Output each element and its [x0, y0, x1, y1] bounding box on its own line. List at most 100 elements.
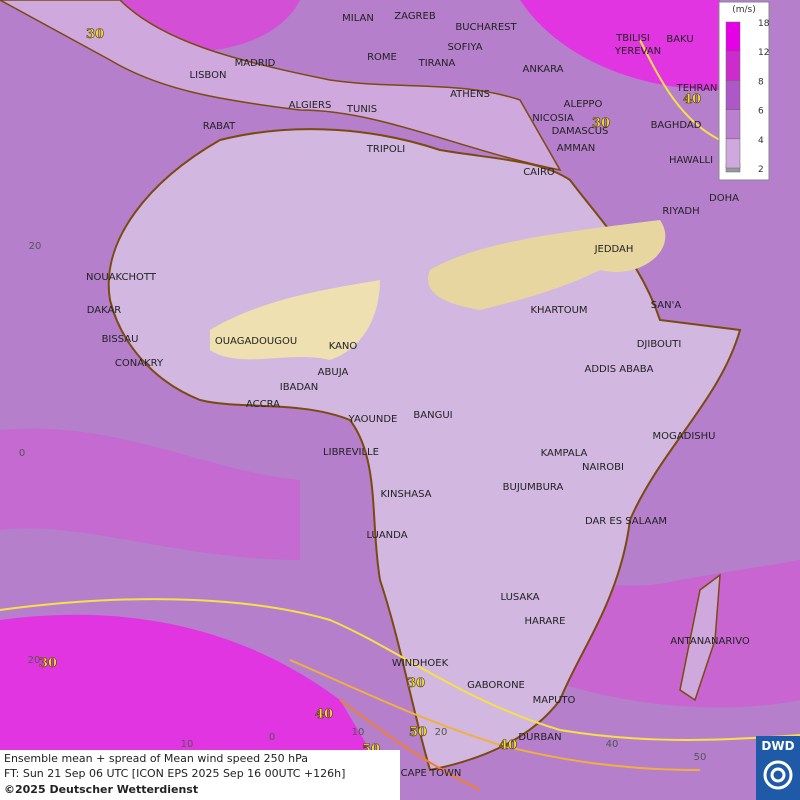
- city-label: ACCRA: [246, 399, 280, 410]
- city-label: KINSHASA: [380, 489, 431, 500]
- contour-label: 30: [407, 676, 425, 691]
- contour-line: [339, 699, 481, 791]
- legend-swatch: [725, 138, 741, 169]
- city-label: SAN'A: [651, 300, 682, 311]
- labels: MILAN ZAGREB BUCHAREST TBILISI BAKU SOFIYA ROM…: [19, 11, 750, 779]
- legend-unit: (m/s): [732, 5, 756, 15]
- city-label: WINDHOEK: [392, 658, 449, 669]
- city-label: DAR ES SALAAM: [585, 516, 667, 527]
- city-label: LIBREVILLE: [323, 447, 379, 458]
- city-label: DJIBOUTI: [637, 339, 682, 350]
- grid-label: 20: [29, 241, 42, 252]
- legend-swatch: [725, 21, 741, 52]
- city-label: CAPE TOWN: [401, 768, 462, 779]
- city-label: IBADAN: [280, 382, 319, 393]
- footer-text: FT: Sun 21 Sep 06 UTC [ICON EPS 2025 Sep…: [4, 767, 345, 780]
- city-label: LUANDA: [366, 530, 407, 541]
- city-label: BANGUI: [413, 410, 452, 421]
- city-label: NICOSIA: [532, 113, 574, 124]
- city-label: LUSAKA: [501, 592, 540, 603]
- city-label: TIRANA: [418, 58, 456, 69]
- city-label: ZAGREB: [394, 11, 436, 22]
- city-label: NAIROBI: [582, 462, 624, 473]
- grid-label: 20: [28, 655, 41, 666]
- legend-label: 4: [758, 136, 764, 146]
- city-label: ANTANANARIVO: [670, 636, 750, 647]
- contour-line: [639, 39, 721, 141]
- contour-line: [0, 598, 800, 741]
- city-label: ALGIERS: [289, 100, 332, 111]
- legend-label: 18: [758, 19, 770, 29]
- city-label: DAMASCUS: [552, 126, 609, 137]
- city-label: ATHENS: [450, 89, 490, 100]
- grid-label: 50: [694, 752, 707, 763]
- city-label: ANKARA: [523, 64, 564, 75]
- continent: [0, 0, 562, 172]
- wind-field: [0, 428, 300, 560]
- city-label: KAMPALA: [541, 448, 588, 459]
- city-label: HAWALLI: [669, 155, 713, 166]
- city-label: GABORONE: [467, 680, 525, 691]
- grid-label: 20: [435, 727, 448, 738]
- city-label: DOHA: [709, 193, 739, 204]
- legend-swatch: [725, 109, 741, 140]
- wind-field: [520, 0, 720, 90]
- island: [679, 573, 721, 702]
- city-label: BISSAU: [102, 334, 139, 345]
- city-label: DURBAN: [518, 732, 561, 743]
- contour-label: 40: [315, 707, 333, 722]
- logo-swirl: [770, 767, 786, 783]
- copyright: ©2025 Deutscher Wetterdienst: [4, 783, 198, 796]
- contour-label: 40: [683, 92, 701, 107]
- grid-label: 0: [19, 448, 25, 459]
- contour-label: 30: [592, 116, 610, 131]
- grid-label: 10: [181, 739, 194, 750]
- contour-line: [289, 659, 701, 771]
- city-label: JEDDAH: [594, 244, 634, 255]
- contour-label: 30: [39, 656, 57, 671]
- legend-label: 2: [758, 165, 764, 175]
- low-wind-area: [210, 280, 380, 360]
- logo: DWD: [761, 739, 794, 753]
- city-label: DAKAR: [87, 305, 122, 316]
- contour-label: 30: [86, 27, 104, 42]
- city-label: RIYADH: [662, 206, 699, 217]
- city-label: ABUJA: [318, 367, 349, 378]
- city-label: BUJUMBURA: [503, 482, 564, 493]
- city-label: BAGHDAD: [651, 120, 702, 131]
- legend: (m/s) 2 4 6 8 12 18: [718, 1, 770, 181]
- city-label: AMMAN: [557, 143, 595, 154]
- legend-swatch: [725, 80, 741, 110]
- city-label: TRIPOLI: [366, 144, 405, 155]
- legend-label: 6: [758, 107, 764, 117]
- legend-swatch: [725, 50, 741, 81]
- city-label: MILAN: [342, 13, 374, 24]
- legend-label: 12: [758, 48, 769, 58]
- city-label: CONAKRY: [115, 358, 164, 369]
- city-label: OUAGADOUGOU: [215, 336, 297, 347]
- footer-text: Ensemble mean + spread of Mean wind spee…: [4, 752, 308, 765]
- continent: [107, 128, 742, 772]
- city-label: YAOUNDE: [348, 414, 398, 425]
- city-label: MAPUTO: [533, 695, 576, 706]
- city-label: KANO: [329, 341, 358, 352]
- city-label: HARARE: [524, 616, 565, 627]
- low-wind-area: [428, 220, 666, 310]
- city-label: RABAT: [203, 121, 236, 132]
- contour-label: 50: [409, 725, 427, 740]
- city-label: TEHRAN: [676, 83, 718, 94]
- city-label: CAIRO: [523, 167, 555, 178]
- contour-label: 40: [499, 738, 517, 753]
- city-label: NOUAKCHOTT: [86, 272, 157, 283]
- logo-swirl: [763, 760, 793, 790]
- city-label: MADRID: [235, 58, 276, 69]
- city-label: TBILISI: [615, 33, 650, 44]
- city-label: TUNIS: [346, 104, 377, 115]
- city-label: ROME: [367, 52, 397, 63]
- legend-label: 8: [758, 77, 764, 87]
- city-label: SOFIYA: [447, 42, 482, 53]
- grid-label: 10: [352, 727, 365, 738]
- city-label: YEREVAN: [614, 46, 661, 57]
- city-label: BAKU: [666, 34, 693, 45]
